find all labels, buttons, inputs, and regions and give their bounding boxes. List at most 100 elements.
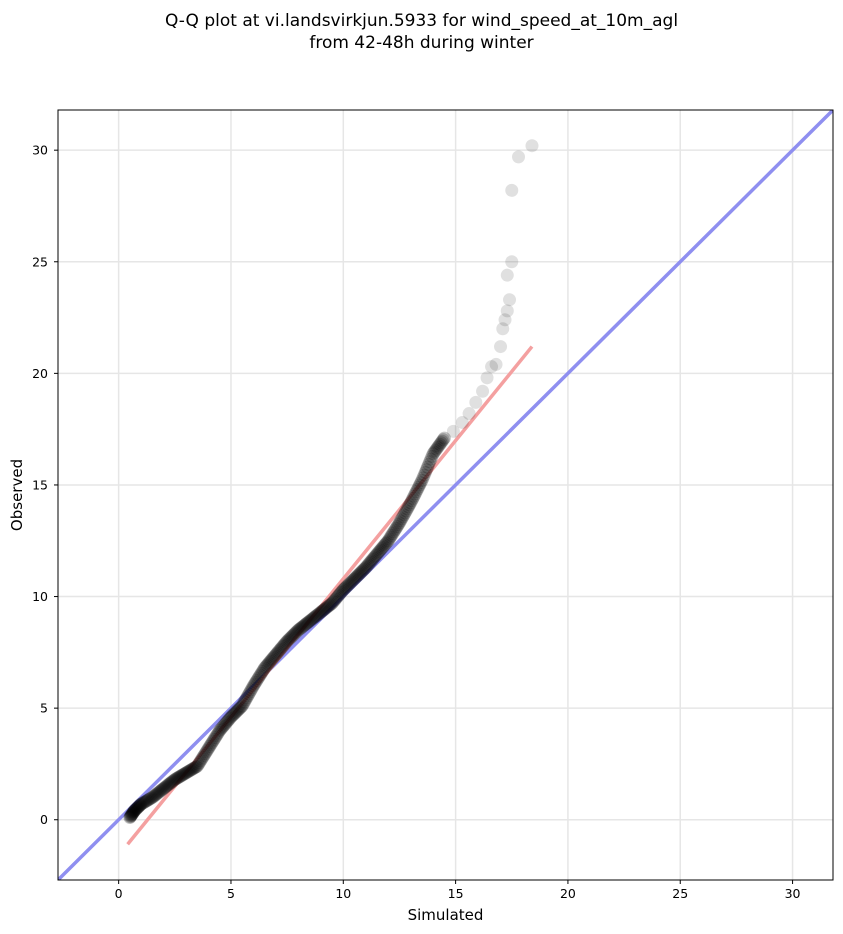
data-point: [403, 498, 417, 512]
data-point: [433, 437, 447, 451]
data-point: [284, 631, 297, 645]
data-point: [378, 538, 392, 552]
data-point: [350, 569, 364, 583]
data-point: [303, 614, 317, 628]
data-point: [234, 700, 248, 714]
y-tick-label: 20: [32, 366, 48, 381]
data-point: [263, 654, 277, 668]
data-point: [399, 504, 413, 518]
data-point: [372, 544, 386, 558]
data-point: [257, 663, 271, 677]
data-point: [176, 768, 190, 782]
data-point: [462, 407, 476, 421]
identity-line: [58, 110, 833, 880]
data-point: [434, 436, 448, 450]
data-point: [203, 740, 217, 754]
data-point: [279, 636, 293, 650]
data-point: [269, 648, 283, 662]
data-point: [346, 573, 360, 587]
data-point: [227, 707, 241, 721]
data-point: [151, 786, 165, 800]
data-point: [360, 559, 374, 573]
data-point: [134, 797, 148, 811]
data-point: [304, 613, 318, 627]
data-point: [275, 641, 289, 655]
data-point: [414, 476, 428, 490]
data-point: [418, 465, 432, 479]
data-point: [446, 424, 460, 438]
data-point: [370, 547, 384, 561]
data-point: [396, 510, 410, 524]
data-point: [255, 665, 269, 679]
data-point: [180, 765, 194, 779]
data-point: [162, 777, 176, 791]
data-point: [158, 781, 172, 795]
data-point: [361, 558, 375, 572]
data-point: [132, 799, 146, 813]
data-point: [374, 542, 388, 556]
x-tick-label: 20: [560, 886, 576, 901]
data-point: [386, 527, 400, 541]
data-point: [276, 640, 290, 654]
data-point: [170, 771, 184, 785]
data-point: [382, 532, 396, 546]
data-point: [368, 550, 382, 564]
data-point: [494, 340, 508, 354]
data-point: [436, 433, 450, 447]
data-point: [264, 653, 278, 667]
data-point: [127, 804, 141, 818]
data-point: [525, 139, 539, 153]
x-tick-label: 10: [335, 886, 351, 901]
data-point: [357, 563, 371, 577]
data-point: [137, 795, 151, 809]
data-point: [216, 719, 230, 733]
data-point: [381, 534, 395, 548]
data-point: [424, 452, 438, 466]
chart-title-line-2: from 42-48h during winter: [309, 33, 534, 53]
data-point: [168, 773, 182, 787]
data-point: [398, 506, 412, 520]
data-point: [242, 687, 256, 701]
data-point: [178, 767, 192, 781]
data-point: [126, 805, 140, 819]
data-point: [139, 794, 153, 808]
data-point: [419, 463, 433, 477]
data-point: [385, 528, 399, 542]
data-point: [280, 634, 294, 648]
data-point: [277, 638, 291, 652]
data-point: [140, 794, 154, 808]
data-point: [412, 480, 426, 494]
data-point: [206, 734, 220, 748]
data-point: [353, 566, 367, 580]
x-tick-label: 0: [115, 886, 123, 901]
data-point: [430, 442, 444, 456]
data-point: [331, 590, 345, 604]
data-point: [219, 715, 233, 729]
data-point: [208, 731, 222, 745]
data-point: [377, 539, 391, 553]
data-point: [209, 729, 223, 743]
data-point: [379, 536, 393, 550]
data-point: [505, 255, 519, 269]
data-point: [358, 562, 372, 576]
data-point: [287, 627, 301, 641]
data-point: [344, 575, 358, 589]
data-point: [267, 650, 281, 664]
data-point: [187, 761, 201, 775]
data-point: [249, 675, 263, 689]
data-point: [169, 772, 183, 786]
data-point: [186, 762, 200, 776]
data-point: [296, 619, 310, 633]
data-point: [369, 548, 383, 562]
x-axis-label: Simulated: [408, 906, 484, 924]
data-point: [383, 530, 397, 544]
data-point: [233, 701, 247, 715]
data-point: [136, 796, 150, 810]
data-point: [270, 646, 284, 660]
data-point: [364, 554, 378, 568]
data-point: [476, 384, 490, 398]
data-point: [325, 596, 339, 610]
plot-frame: [57, 109, 834, 881]
data-point: [352, 567, 366, 581]
data-point: [405, 494, 419, 508]
